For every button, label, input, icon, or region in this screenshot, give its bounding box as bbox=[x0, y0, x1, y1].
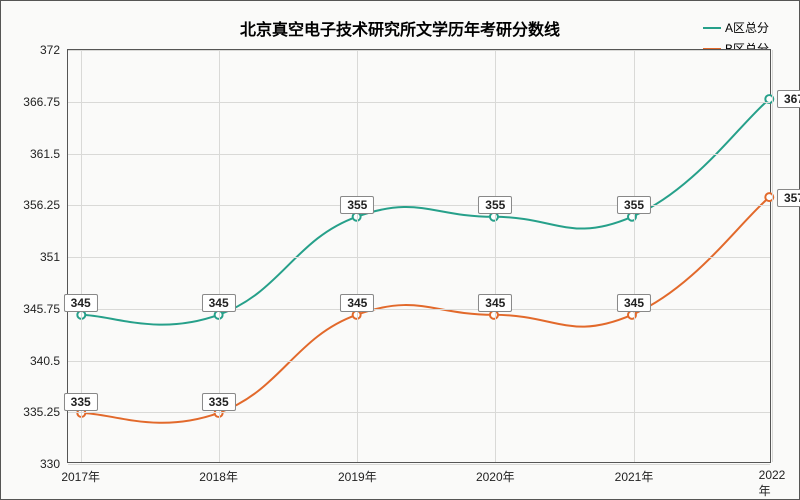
grid-line-h bbox=[68, 464, 770, 465]
x-axis-label: 2021年 bbox=[615, 462, 654, 485]
data-label: 345 bbox=[617, 294, 651, 312]
data-point bbox=[490, 213, 498, 221]
chart-svg bbox=[68, 50, 770, 462]
grid-line-h bbox=[68, 50, 770, 51]
data-label: 335 bbox=[64, 393, 98, 411]
grid-line-h bbox=[68, 257, 770, 258]
legend-swatch bbox=[703, 27, 721, 29]
y-axis-label: 356.25 bbox=[23, 198, 68, 212]
legend-label: A区总分 bbox=[725, 19, 769, 36]
grid-line-v bbox=[495, 50, 496, 462]
grid-line-v bbox=[357, 50, 358, 462]
y-axis-label: 335.25 bbox=[23, 405, 68, 419]
grid-line-v bbox=[634, 50, 635, 462]
x-axis-label: 2020年 bbox=[476, 462, 515, 485]
grid-line-h bbox=[68, 205, 770, 206]
x-axis-label: 2018年 bbox=[199, 462, 238, 485]
grid-line-h bbox=[68, 412, 770, 413]
data-label: 335 bbox=[202, 393, 236, 411]
grid-line-h bbox=[68, 102, 770, 103]
y-axis-label: 372 bbox=[40, 43, 68, 57]
x-axis-label: 2022年 bbox=[759, 462, 786, 499]
y-axis-label: 340.5 bbox=[30, 354, 68, 368]
data-label: 345 bbox=[202, 294, 236, 312]
grid-line-h bbox=[68, 361, 770, 362]
y-axis-label: 366.75 bbox=[23, 95, 68, 109]
data-label: 355 bbox=[340, 196, 374, 214]
data-label: 345 bbox=[64, 294, 98, 312]
grid-line-h bbox=[68, 309, 770, 310]
y-axis-label: 345.75 bbox=[23, 302, 68, 316]
data-label: 355 bbox=[478, 196, 512, 214]
plot-area: 330335.25340.5345.75351356.25361.5366.75… bbox=[67, 49, 771, 463]
series-line bbox=[81, 99, 769, 325]
legend-item: A区总分 bbox=[703, 19, 769, 36]
y-axis-label: 351 bbox=[40, 250, 68, 264]
data-label: 345 bbox=[478, 294, 512, 312]
data-label: 355 bbox=[617, 196, 651, 214]
chart-title: 北京真空电子技术研究所文学历年考研分数线 bbox=[1, 16, 799, 40]
x-axis-label: 2017年 bbox=[61, 462, 100, 485]
chart-container: 北京真空电子技术研究所文学历年考研分数线 A区总分B区总分 330335.253… bbox=[0, 0, 800, 500]
grid-line-v bbox=[772, 50, 773, 462]
x-axis-label: 2019年 bbox=[338, 462, 377, 485]
y-axis-label: 361.5 bbox=[30, 147, 68, 161]
grid-line-h bbox=[68, 154, 770, 155]
data-label: 367 bbox=[777, 90, 800, 108]
series-line bbox=[81, 197, 769, 423]
data-label: 345 bbox=[340, 294, 374, 312]
data-label: 357 bbox=[777, 189, 800, 207]
